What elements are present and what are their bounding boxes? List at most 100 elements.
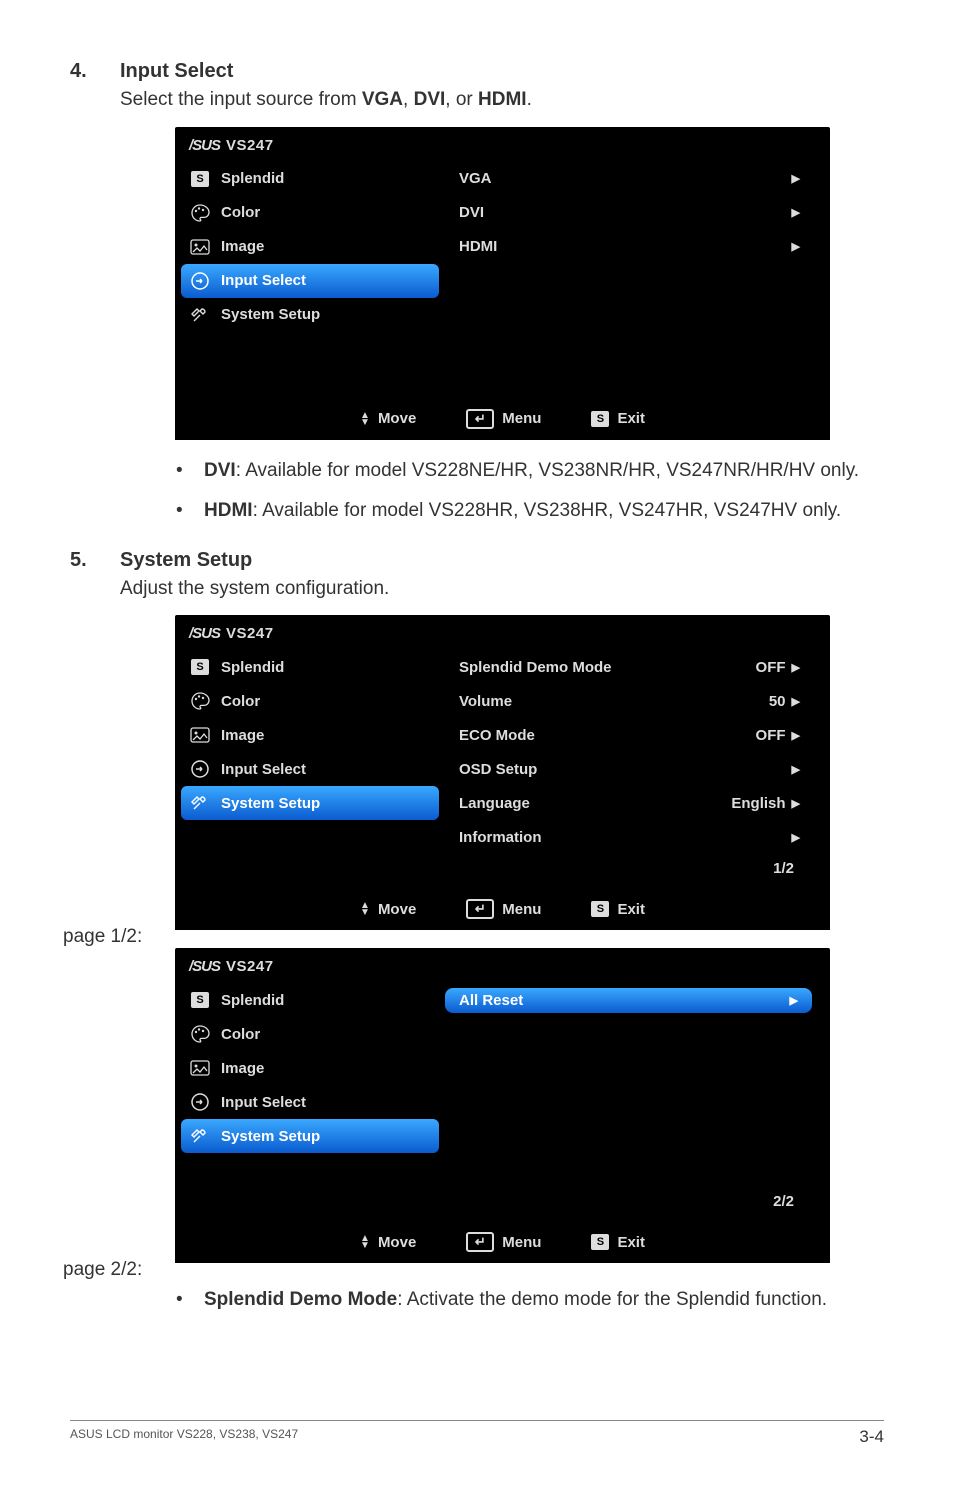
menu-color[interactable]: Color [175,684,445,718]
option-dvi[interactable]: DVI▶ [445,196,812,230]
image-icon [189,724,211,746]
chevron-right-icon: ▶ [792,729,800,742]
menu-image[interactable]: Image [175,718,445,752]
osd-system-setup-1: /SUS VS247 SSplendid Color Image Input S… [175,615,830,930]
menu-splendid[interactable]: S Splendid [175,162,445,196]
menu-key-icon: ↵ [466,409,494,429]
chevron-right-icon: ▶ [792,206,800,219]
palette-icon [189,202,211,224]
bullet-splendid-demo: • Splendid Demo Mode: Activate the demo … [170,1287,884,1314]
footer-menu: ↵Menu [466,1232,541,1252]
section-desc: Select the input source from VGA, DVI, o… [120,87,884,113]
osd-left-menu: SSplendid Color Image Input Select Syste… [175,650,445,882]
opt-information[interactable]: Information▶ [445,820,812,854]
tools-icon [189,1125,211,1147]
footer-menu: ↵Menu [466,899,541,919]
footer-exit: SExit [591,410,645,427]
section-number: 4. [70,60,120,541]
chevron-right-icon: ▶ [790,994,798,1007]
asus-logo: /SUS [189,958,220,975]
section-5: 5. System Setup Adjust the system config… [70,549,884,1330]
menu-image[interactable]: Image [175,1051,445,1085]
menu-system-setup[interactable]: System Setup [181,786,439,820]
palette-icon [189,690,211,712]
bullets-s5: • Splendid Demo Mode: Activate the demo … [170,1287,884,1314]
osd-right-panel: VGA▶ DVI▶ HDMI▶ [445,162,830,392]
splendid-icon: S [189,989,211,1011]
section-4: 4. Input Select Select the input source … [70,60,884,541]
menu-input-select[interactable]: Input Select [181,264,439,298]
model-label: VS247 [226,958,274,975]
page-label-1: page 1/2: [63,922,175,948]
updown-icon: ▲▼ [360,1235,370,1249]
bullet-dvi: • DVI: Available for model VS228NE/HR, V… [170,458,884,485]
osd-system-setup-2: /SUS VS247 SSplendid Color Image Input S… [175,948,830,1263]
footer-move: ▲▼Move [360,410,416,427]
menu-system-setup[interactable]: System Setup [175,298,445,332]
bullet-hdmi: • HDMI: Available for model VS228HR, VS2… [170,498,884,525]
osd-footer: ▲▼Move ↵Menu SExit [175,1221,830,1263]
opt-volume[interactable]: Volume50▶ [445,684,812,718]
menu-color[interactable]: Color [175,196,445,230]
page-indicator: 2/2 [445,1187,812,1215]
footer-left: ASUS LCD monitor VS228, VS238, VS247 [70,1427,298,1447]
chevron-right-icon: ▶ [792,661,800,674]
page-footer: ASUS LCD monitor VS228, VS238, VS247 3-4 [70,1420,884,1447]
splendid-icon: S [189,168,211,190]
option-hdmi[interactable]: HDMI▶ [445,230,812,264]
osd-footer: ▲▼Move ↵Menu SExit [175,888,830,930]
tools-icon [189,792,211,814]
menu-color[interactable]: Color [175,1017,445,1051]
menu-image[interactable]: Image [175,230,445,264]
footer-move: ▲▼Move [360,901,416,918]
opt-splendid-demo[interactable]: Splendid Demo ModeOFF▶ [445,650,812,684]
image-icon [189,236,211,258]
opt-all-reset[interactable]: All Reset▶ [445,983,812,1017]
chevron-right-icon: ▶ [792,763,800,776]
input-icon [189,758,211,780]
osd-left-menu: S Splendid Color Image Input Select [175,162,445,392]
palette-icon [189,1023,211,1045]
opt-eco[interactable]: ECO ModeOFF▶ [445,718,812,752]
menu-key-icon: ↵ [466,899,494,919]
section-title: Input Select [120,60,884,83]
footer-page-number: 3-4 [859,1427,884,1447]
input-icon [189,1091,211,1113]
s-key-icon: S [591,1234,609,1250]
footer-menu: ↵Menu [466,409,541,429]
opt-language[interactable]: LanguageEnglish▶ [445,786,812,820]
image-icon [189,1057,211,1079]
model-label: VS247 [226,137,274,154]
chevron-right-icon: ▶ [792,240,800,253]
tools-icon [189,304,211,326]
menu-splendid[interactable]: SSplendid [175,983,445,1017]
menu-key-icon: ↵ [466,1232,494,1252]
osd-left-menu: SSplendid Color Image Input Select Syste… [175,983,445,1215]
osd-input-select: /SUS VS247 S Splendid Color Image [175,127,830,440]
menu-system-setup[interactable]: System Setup [181,1119,439,1153]
updown-icon: ▲▼ [360,902,370,916]
updown-icon: ▲▼ [360,412,370,426]
option-vga[interactable]: VGA▶ [445,162,812,196]
asus-logo: /SUS [189,625,220,642]
chevron-right-icon: ▶ [792,172,800,185]
page-indicator: 1/2 [445,854,812,882]
s-key-icon: S [591,411,609,427]
menu-splendid[interactable]: SSplendid [175,650,445,684]
footer-exit: SExit [591,1234,645,1251]
chevron-right-icon: ▶ [792,797,800,810]
menu-input-select[interactable]: Input Select [175,1085,445,1119]
page-label-2: page 2/2: [63,1255,175,1281]
osd-footer: ▲▼Move ↵Menu SExit [175,398,830,440]
menu-input-select[interactable]: Input Select [175,752,445,786]
splendid-icon: S [189,656,211,678]
osd-right-panel: Splendid Demo ModeOFF▶ Volume50▶ ECO Mod… [445,650,830,882]
section-desc: Adjust the system configuration. [120,576,884,602]
chevron-right-icon: ▶ [792,695,800,708]
section-title: System Setup [120,549,884,572]
footer-exit: SExit [591,901,645,918]
asus-logo: /SUS [189,137,220,154]
model-label: VS247 [226,625,274,642]
chevron-right-icon: ▶ [792,831,800,844]
opt-osd-setup[interactable]: OSD Setup▶ [445,752,812,786]
